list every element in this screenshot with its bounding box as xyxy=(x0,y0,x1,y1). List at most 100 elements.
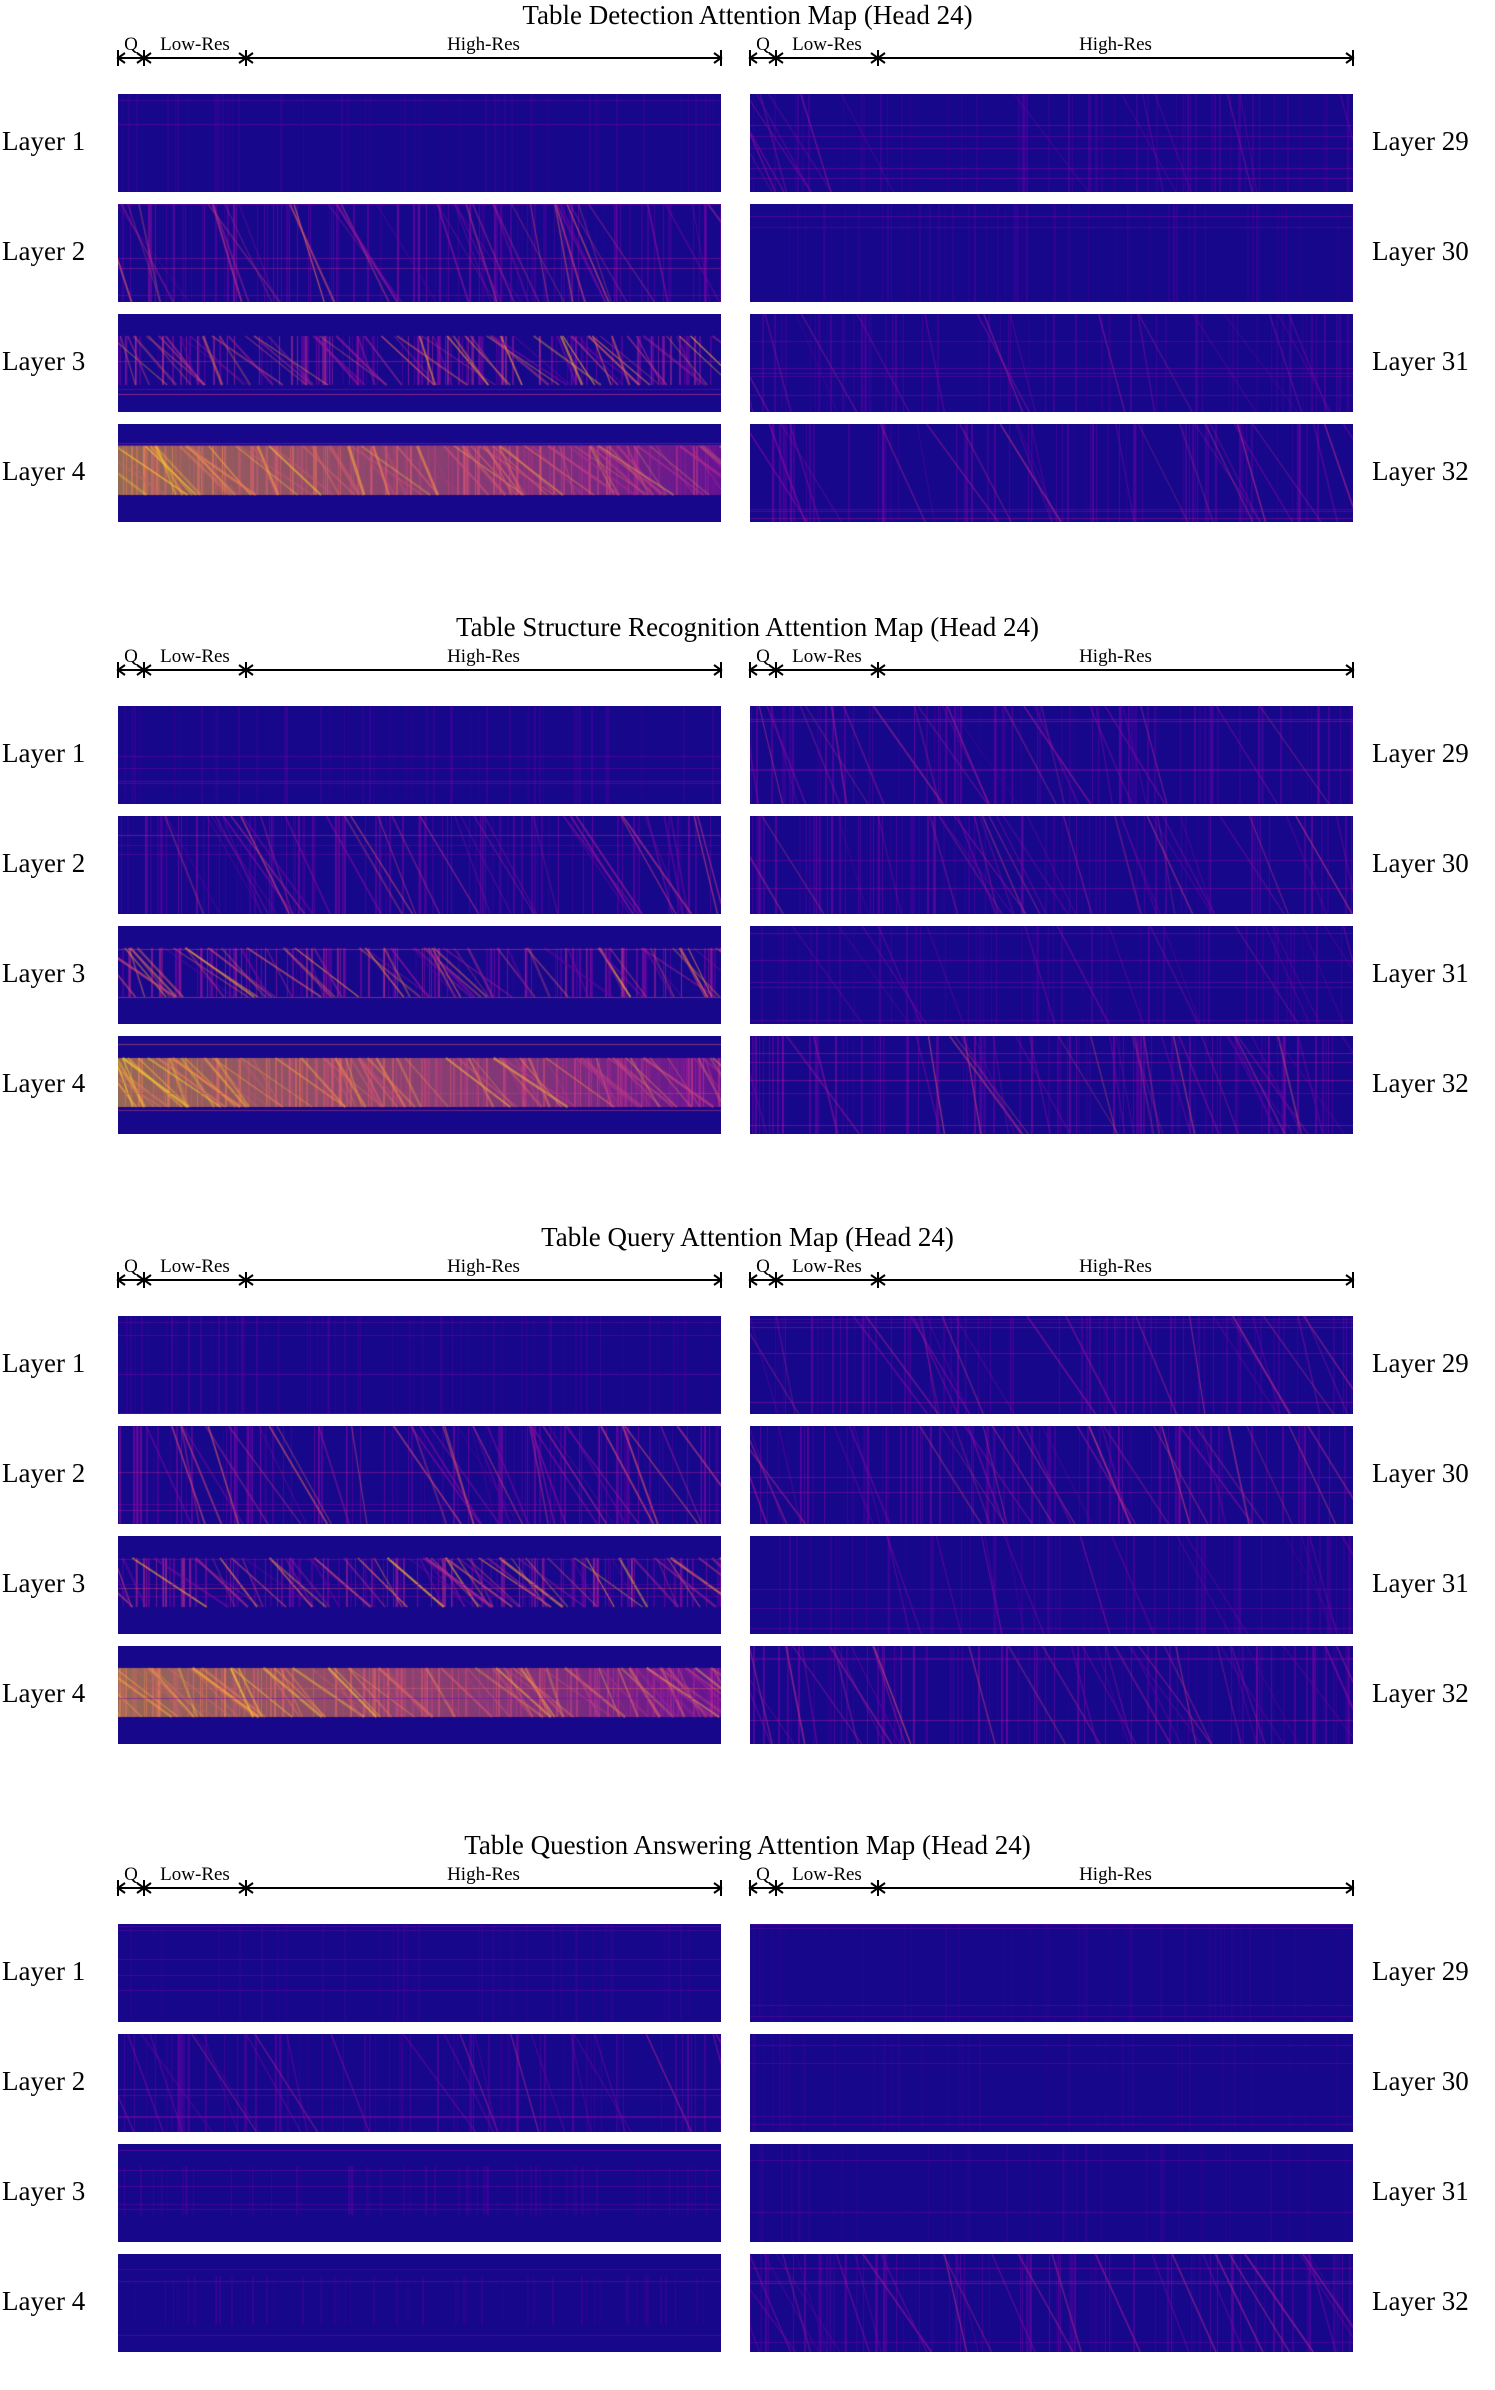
attention-heatmap xyxy=(118,204,721,302)
layer-label: Layer 31 xyxy=(1372,2176,1469,2206)
layer-label: Layer 31 xyxy=(1372,1568,1469,1598)
layer-label: Layer 1 xyxy=(2,1956,86,1986)
attention-heatmap xyxy=(118,94,721,192)
attention-map-section: Table Query Attention Map (Head 24) Q Low-… xyxy=(0,1222,1495,1782)
layer-label: Layer 32 xyxy=(1372,1068,1469,1098)
segment-label: Q xyxy=(756,34,770,55)
arrow-head-left xyxy=(774,664,784,676)
arrow-head-left xyxy=(244,52,254,64)
segment-label: High-Res xyxy=(1079,646,1152,667)
layer-label: Layer 1 xyxy=(2,738,86,768)
attention-heatmap xyxy=(750,204,1353,302)
layer-label: Layer 1 xyxy=(2,126,86,156)
layer-label: Layer 4 xyxy=(2,1068,86,1098)
segment-label: High-Res xyxy=(1079,1256,1152,1277)
attention-heatmap xyxy=(118,1316,721,1414)
segment-label: High-Res xyxy=(447,34,520,55)
layer-label: Layer 2 xyxy=(2,236,86,266)
layer-label: Layer 32 xyxy=(1372,456,1469,486)
arrow-head-left xyxy=(142,1882,152,1894)
attention-heatmap xyxy=(118,2144,721,2242)
segment-label: Q xyxy=(124,646,138,667)
arrow-head-left xyxy=(876,1882,886,1894)
segment-ruler: Q Low-Res High-Res xyxy=(748,34,1355,66)
segment-label: Q xyxy=(756,1864,770,1885)
layer-label: Layer 29 xyxy=(1372,1956,1469,1986)
chart-title: Table Question Answering Attention Map (… xyxy=(464,1830,1031,1860)
attention-heatmap xyxy=(118,2254,721,2352)
layer-label: Layer 3 xyxy=(2,1568,86,1598)
arrow-head-left xyxy=(142,664,152,676)
layer-label: Layer 32 xyxy=(1372,2286,1469,2316)
layer-label: Layer 4 xyxy=(2,2286,86,2316)
attention-heatmap xyxy=(750,1426,1353,1524)
layer-label: Layer 31 xyxy=(1372,346,1469,376)
segment-ruler: Q Low-Res High-Res xyxy=(748,1864,1355,1896)
layer-label: Layer 3 xyxy=(2,346,86,376)
segment-label: High-Res xyxy=(447,1864,520,1885)
arrow-head-left xyxy=(116,664,126,676)
attention-heatmap xyxy=(750,314,1353,412)
attention-map-section: Table Detection Attention Map (Head 24) Q… xyxy=(0,0,1495,560)
segment-ruler: Q Low-Res High-Res xyxy=(116,34,723,66)
attention-heatmap xyxy=(750,1646,1353,1744)
arrow-head-left xyxy=(748,1882,758,1894)
layer-label: Layer 2 xyxy=(2,2066,86,2096)
attention-heatmap xyxy=(750,816,1353,914)
arrow-head-right xyxy=(713,52,723,64)
segment-label: High-Res xyxy=(1079,34,1152,55)
attention-heatmap xyxy=(118,816,721,914)
arrow-head-right xyxy=(1345,1274,1355,1286)
attention-heatmap xyxy=(118,1536,721,1634)
layer-label: Layer 32 xyxy=(1372,1678,1469,1708)
arrow-head-left xyxy=(748,664,758,676)
layer-label: Layer 30 xyxy=(1372,1458,1469,1488)
layer-label: Layer 30 xyxy=(1372,236,1469,266)
attention-heatmap xyxy=(750,2254,1353,2352)
segment-label: Q xyxy=(124,34,138,55)
attention-heatmap xyxy=(750,926,1353,1024)
attention-heatmap xyxy=(750,706,1353,804)
arrow-head-left xyxy=(142,1274,152,1286)
layer-label: Layer 29 xyxy=(1372,738,1469,768)
arrow-head-left xyxy=(748,52,758,64)
segment-label: Low-Res xyxy=(792,646,862,667)
chart-title: Table Query Attention Map (Head 24) xyxy=(541,1222,954,1252)
segment-ruler: Q Low-Res High-Res xyxy=(748,1256,1355,1288)
layer-label: Layer 29 xyxy=(1372,1348,1469,1378)
segment-ruler: Q Low-Res High-Res xyxy=(748,646,1355,678)
arrow-head-left xyxy=(116,52,126,64)
chart-title: Table Detection Attention Map (Head 24) xyxy=(522,0,973,30)
layer-label: Layer 31 xyxy=(1372,958,1469,988)
arrow-head-left xyxy=(876,664,886,676)
attention-heatmap xyxy=(750,1924,1353,2022)
arrow-head-left xyxy=(774,52,784,64)
segment-ruler: Q Low-Res High-Res xyxy=(116,1256,723,1288)
attention-heatmap xyxy=(118,1924,721,2022)
layer-label: Layer 2 xyxy=(2,848,86,878)
arrow-head-right xyxy=(1345,1882,1355,1894)
arrow-head-left xyxy=(142,52,152,64)
attention-heatmap xyxy=(750,1536,1353,1634)
attention-map-section: Table Structure Recognition Attention Ma… xyxy=(0,612,1495,1172)
arrow-head-right xyxy=(713,1274,723,1286)
layer-label: Layer 4 xyxy=(2,456,86,486)
attention-heatmap xyxy=(750,2034,1353,2132)
layer-label: Layer 30 xyxy=(1372,2066,1469,2096)
arrow-head-left xyxy=(774,1882,784,1894)
attention-map-section: Table Question Answering Attention Map (… xyxy=(0,1830,1495,2390)
segment-label: Q xyxy=(124,1256,138,1277)
layer-label: Layer 1 xyxy=(2,1348,86,1378)
attention-heatmap xyxy=(750,94,1353,192)
attention-heatmap xyxy=(118,1426,721,1524)
segment-label: Low-Res xyxy=(160,34,230,55)
arrow-head-right xyxy=(1345,52,1355,64)
attention-heatmap xyxy=(118,424,721,522)
chart-title: Table Structure Recognition Attention Ma… xyxy=(456,612,1039,642)
segment-label: Low-Res xyxy=(160,646,230,667)
attention-heatmap xyxy=(750,424,1353,522)
attention-heatmap xyxy=(118,1036,721,1134)
segment-label: Low-Res xyxy=(792,1256,862,1277)
layer-label: Layer 3 xyxy=(2,2176,86,2206)
segment-label: Q xyxy=(124,1864,138,1885)
